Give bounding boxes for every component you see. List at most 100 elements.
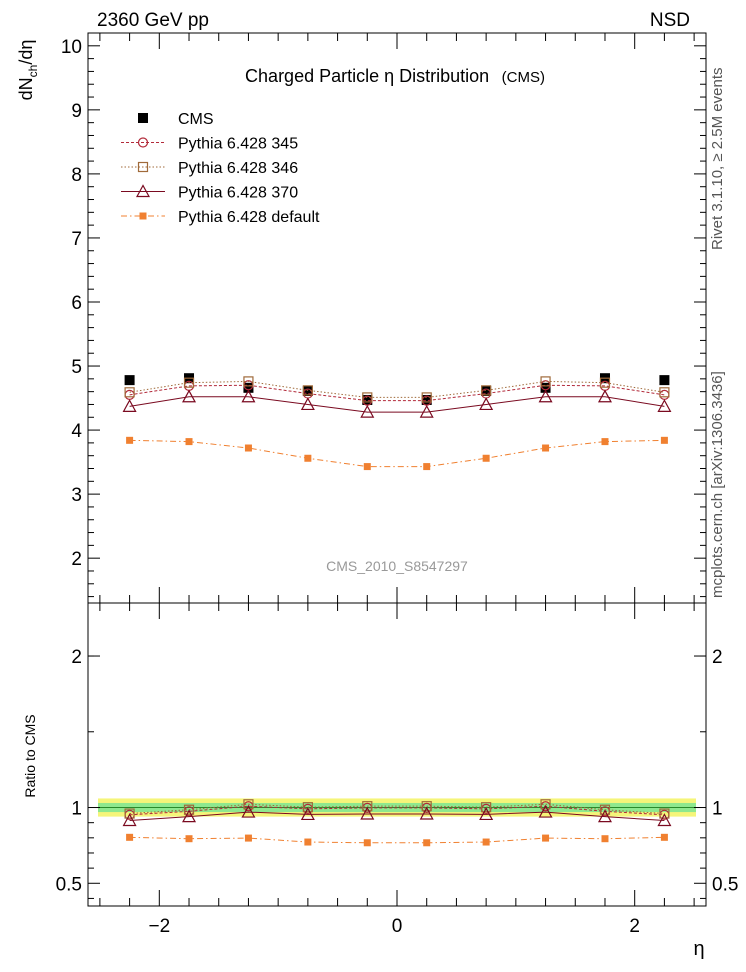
y-tick-label-main: 8 <box>71 165 82 186</box>
data-point <box>124 375 135 386</box>
legend-item: Pythia 6.428 370 <box>121 184 298 202</box>
data-point <box>659 387 670 398</box>
legend-marker <box>137 137 149 148</box>
data-point <box>542 444 550 452</box>
analysis-id: CMS_2010_S8547297 <box>326 558 468 574</box>
ratio-point <box>360 806 375 820</box>
legend-marker <box>135 184 151 198</box>
data-point <box>241 389 256 403</box>
series-group <box>122 373 672 847</box>
ratio-point <box>540 799 551 810</box>
chart-title-suffix: (CMS) <box>502 69 545 86</box>
data-point <box>423 463 431 471</box>
ratio-point <box>601 835 609 843</box>
ratio-point <box>421 801 432 812</box>
y-tick-label-ratio-right: 0.5 <box>712 874 738 895</box>
y-tick-label-main: 6 <box>71 293 82 314</box>
series-line-main <box>129 439 665 468</box>
data-point <box>244 444 252 452</box>
chart-title: Charged Particle η Distribution (CMS) <box>245 66 545 86</box>
legend-label: CMS <box>178 111 214 128</box>
data-point <box>538 389 553 403</box>
y-tick-label-main: 4 <box>71 421 82 442</box>
data-point <box>122 399 137 412</box>
legend-item: Pythia 6.428 345 <box>121 136 298 153</box>
data-point <box>363 463 371 471</box>
data-point <box>126 436 134 444</box>
ratio-point <box>244 834 252 842</box>
ratio-point <box>302 802 313 813</box>
y-tick-label-main: 3 <box>71 485 82 506</box>
y-tick-label-main: 10 <box>61 37 82 58</box>
data-point <box>302 386 313 397</box>
data-point <box>185 438 193 446</box>
data-point <box>660 436 668 444</box>
data-point <box>599 377 611 388</box>
ratio-point <box>419 806 434 820</box>
data-point <box>243 376 254 387</box>
y-tick-label-main: 5 <box>71 357 82 378</box>
series-line-ratio <box>129 811 665 822</box>
ratio-point <box>659 808 670 819</box>
ratio-point <box>124 808 135 819</box>
ratio-point <box>597 809 612 823</box>
y-tick-label-ratio: 2 <box>71 647 82 668</box>
process-label: NSD <box>650 10 690 31</box>
legend-item: CMS <box>138 111 214 128</box>
legend-item: Pythia 6.428 default <box>121 209 320 226</box>
data-point <box>479 397 494 411</box>
data-point <box>182 389 197 403</box>
ratio-point <box>481 802 492 813</box>
data-point <box>657 399 672 412</box>
ratio-point <box>542 834 550 842</box>
data-point <box>597 389 612 403</box>
data-point <box>300 397 315 411</box>
series-line-ratio <box>129 836 665 844</box>
legend-label: Pythia 6.428 346 <box>178 160 298 177</box>
legend-marker <box>137 161 149 173</box>
legend-label: Pythia 6.428 345 <box>178 136 298 153</box>
series-2 <box>124 376 670 819</box>
data-point <box>481 386 492 397</box>
data-point <box>540 376 551 387</box>
ratio-frame <box>87 602 707 907</box>
data-point <box>421 392 432 403</box>
data-point <box>124 387 135 398</box>
series-line-main <box>129 380 665 398</box>
ratio-point <box>363 839 371 847</box>
data-point <box>362 394 373 405</box>
data-point <box>302 385 313 396</box>
data-point <box>243 382 254 393</box>
y-tick-label-main: 7 <box>71 229 82 250</box>
y-tick-label-main: 9 <box>71 101 82 122</box>
series-line-main <box>129 396 665 413</box>
ratio-point <box>122 813 137 827</box>
x-tick-label: 0 <box>392 916 403 937</box>
ratio-point <box>300 807 315 821</box>
series-0 <box>124 373 670 405</box>
data-point <box>421 394 432 405</box>
series-line-main <box>129 384 665 402</box>
ratio-point <box>599 804 611 815</box>
ratio-point <box>362 801 373 812</box>
legend-marker <box>139 212 147 220</box>
series-line-ratio <box>129 805 665 816</box>
ratio-point <box>479 807 494 821</box>
data-point <box>481 385 492 396</box>
ratio-point <box>126 833 134 841</box>
ratio-point <box>660 833 668 841</box>
legend-marker <box>138 113 148 123</box>
data-point <box>659 375 670 386</box>
ratio-point <box>482 838 490 846</box>
y-tick-label-main: 2 <box>71 549 82 570</box>
ratio-point <box>657 813 672 827</box>
ratio-point <box>538 804 553 818</box>
data-point <box>362 392 373 403</box>
main-y-axis-label: dNch/dη <box>16 40 40 101</box>
x-tick-label: −2 <box>148 916 170 937</box>
data-point <box>360 404 375 418</box>
mcplots-label: mcplots.cern.ch [arXiv:1306.3436] <box>709 371 726 598</box>
chart-title-main: Charged Particle η Distribution <box>245 66 489 86</box>
axes: 2 3 4 5 6 7 8 9 10 0.5 0.5 1 1 2 2 −2 0 2 <box>56 32 738 937</box>
